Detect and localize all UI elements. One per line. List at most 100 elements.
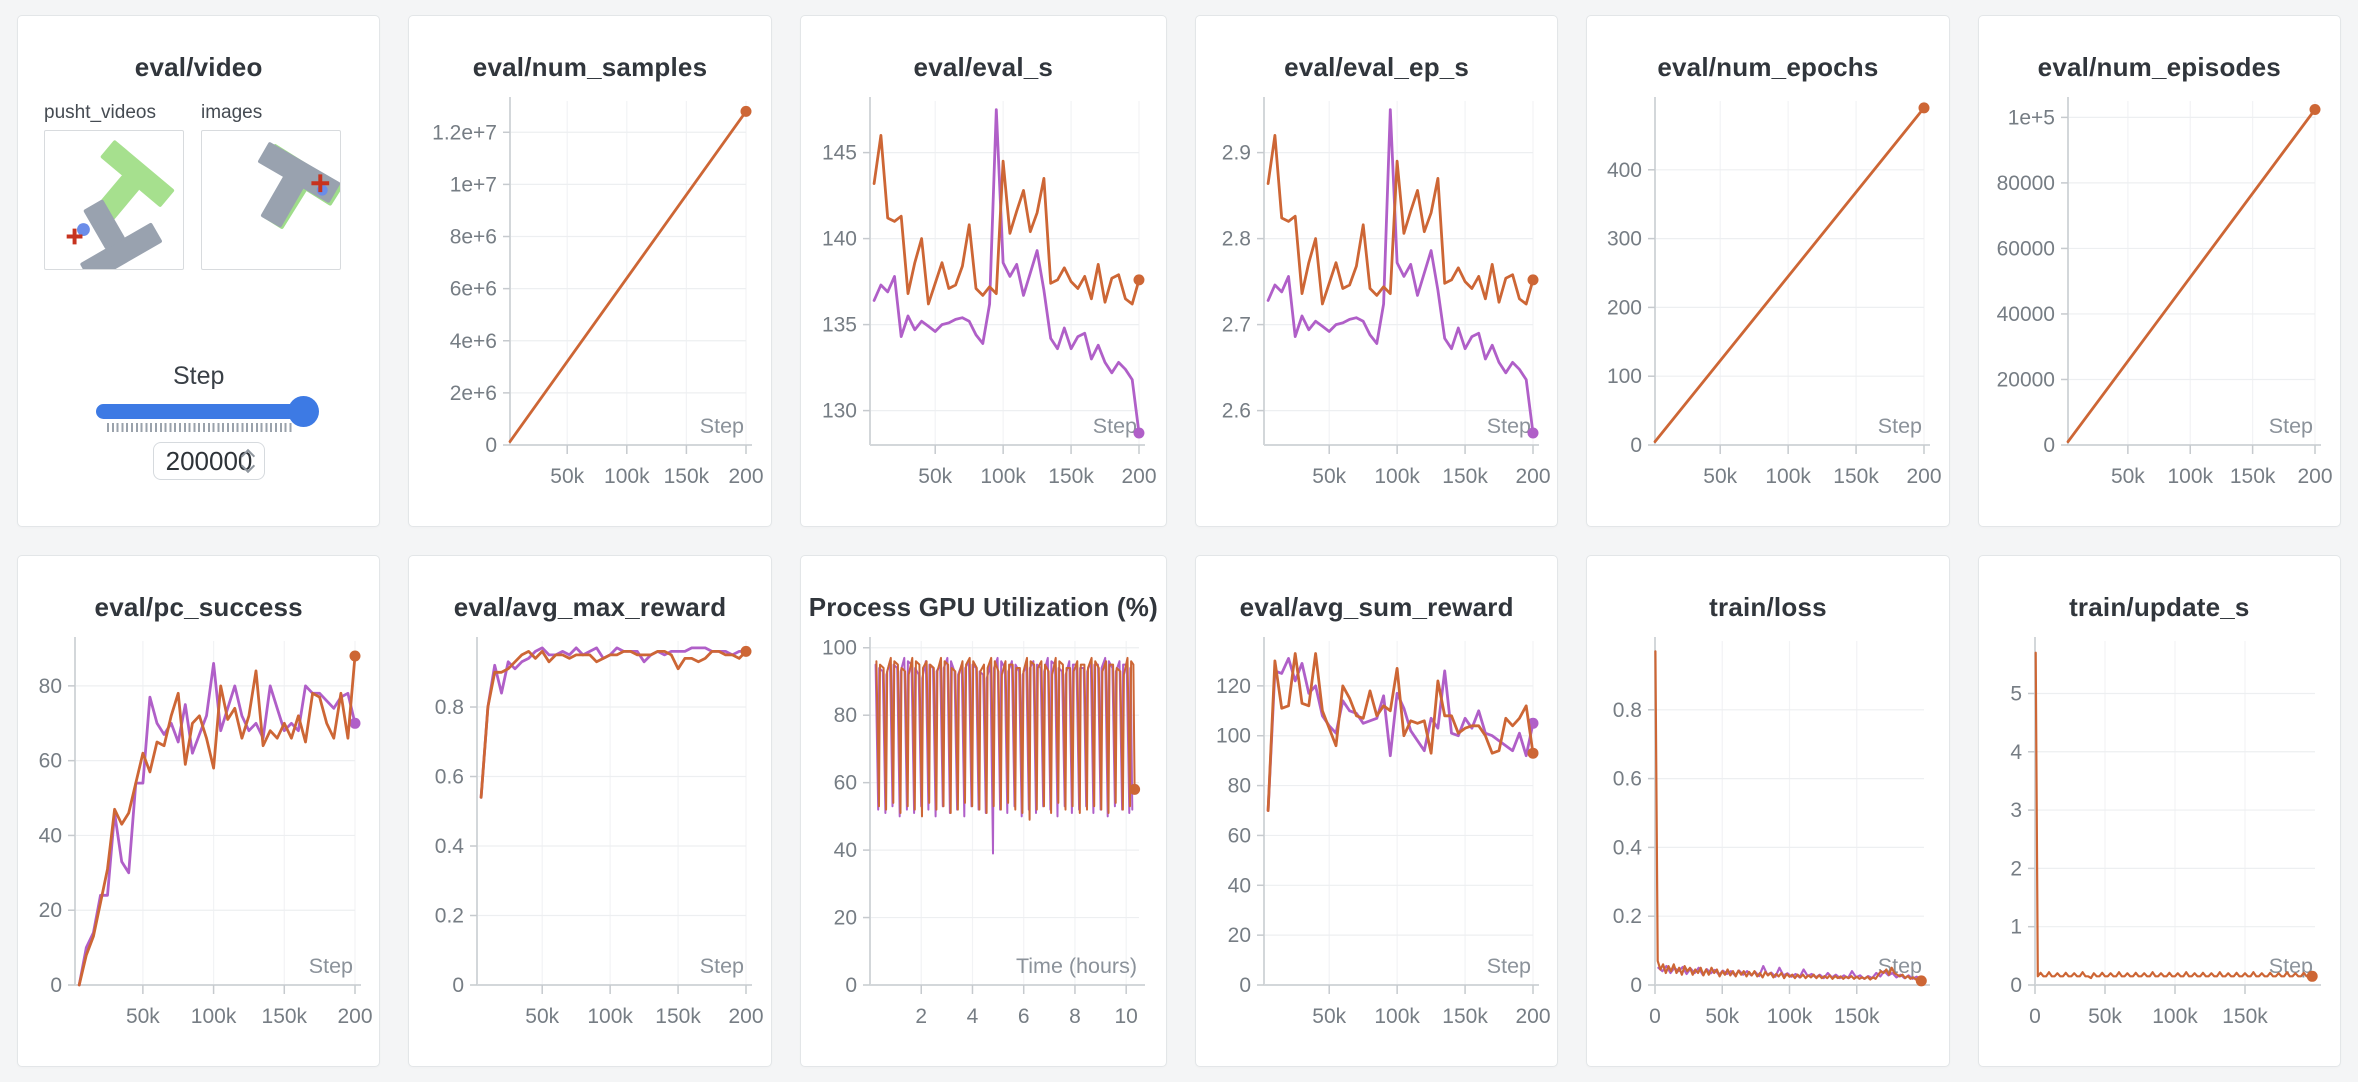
panel-eval-pc-success: eval/pc_success 0 20 40 60 80 50k 100k 150k 200 S… [17, 555, 381, 1067]
video-thumb-label-images: images [201, 102, 263, 123]
chart-canvas-avg-max-reward[interactable]: 0 0.2 0.4 0.6 0.8 50k 100k 150k 200 Step [410, 633, 770, 1033]
series-orange [1654, 650, 1923, 982]
x-tick-label: 50k [1312, 465, 1346, 488]
pusht-scene-icon [66, 140, 175, 269]
panel-eval-num-epochs: eval/num_epochs 0 100 200 300 400 50k 100k 150k… [1586, 15, 1950, 527]
y-tick-label: 5 [2011, 682, 2023, 705]
slider-track[interactable] [96, 404, 306, 419]
y-tick-label: 2.8 [1221, 228, 1250, 251]
chart-canvas-pc-success[interactable]: 0 20 40 60 80 50k 100k 150k 200 Step [19, 633, 379, 1033]
y-tick-label: 400 [1607, 159, 1642, 182]
panel-title: eval/pc_success [94, 592, 303, 622]
series-endpoint-orange [2307, 970, 2319, 982]
y-tick-label: 200 [1607, 296, 1642, 319]
series-purple [873, 108, 1141, 435]
chart-canvas-num-episodes[interactable]: 0 20000 40000 60000 80000 1e+5 50k 100k 150k 200 S… [1979, 93, 2339, 493]
series-purple [1266, 656, 1535, 812]
y-tick-label: 1e+5 [2008, 106, 2055, 129]
number-spinner [240, 448, 256, 474]
series-endpoint-orange [740, 645, 752, 657]
y-tick-label: 130 [822, 400, 857, 423]
x-tick-label: 100k [190, 1005, 236, 1028]
y-tick-label: 0.4 [1613, 836, 1643, 859]
y-tick-label: 0 [1630, 434, 1642, 457]
x-tick-label: 150k [2223, 1005, 2269, 1028]
step-slider-label: Step [172, 362, 225, 390]
series-orange [479, 649, 748, 799]
y-tick-label: 135 [822, 314, 857, 337]
spinner-down-icon[interactable] [240, 458, 256, 474]
y-tick-label: 40 [834, 839, 857, 862]
x-axis-title: Step [1093, 414, 1137, 438]
x-tick-label: 100k [2168, 465, 2214, 488]
y-tick-label: 100 [1216, 725, 1251, 748]
y-tick-label: 0 [50, 974, 62, 997]
y-tick-label: 4e+6 [450, 330, 497, 353]
x-tick-label: 100k [1765, 465, 1811, 488]
y-tick-label: 20000 [1997, 368, 2055, 391]
panel-eval-avg-sum-reward: eval/avg_sum_reward 0 20 40 60 80 100 120 50k 10… [1194, 555, 1559, 1067]
panel-train-loss: train/loss 0 0.2 0.4 0.6 0.8 0 50k 100k 150k Step [1586, 555, 1950, 1067]
x-tick-label: 50k [525, 1005, 559, 1028]
panel-eval-num-samples: eval/num_samples 0 2e+6 4e+6 6e+6 8e+6 1e+7 1.… [408, 15, 772, 527]
series-endpoint-orange [1915, 975, 1927, 987]
y-tick-label: 1 [2011, 916, 2023, 939]
image-thumbnail[interactable] [201, 130, 341, 270]
pusht-image-icon [258, 142, 340, 229]
y-tick-label: 60 [834, 772, 857, 795]
x-tick-label: 10 [1115, 1005, 1138, 1028]
chart-canvas-num-samples[interactable]: 0 2e+6 4e+6 6e+6 8e+6 1e+7 1.2e+7 50k 100k 150k 20… [410, 93, 770, 493]
x-tick-label: 150k [655, 1005, 701, 1028]
y-tick-label: 40 [1227, 874, 1250, 897]
series-orange [1653, 106, 1926, 444]
x-tick-label: 50k [1705, 1005, 1739, 1028]
x-tick-label: 0 [1649, 1005, 1661, 1028]
y-tick-label: 20 [38, 899, 61, 922]
video-thumb-label-pusht: pusht_videos [44, 102, 156, 123]
y-tick-label: 0 [485, 434, 497, 457]
series-endpoint-orange [1527, 274, 1539, 286]
series-orange [1266, 134, 1535, 306]
series-endpoint-orange [1527, 747, 1539, 759]
series-orange [2066, 108, 2317, 444]
chart-canvas-eval-ep-s[interactable]: 2.6 2.7 2.8 2.9 50k 100k 150k 200 Step [1197, 93, 1557, 493]
step-input[interactable]: 200000 [153, 442, 265, 480]
chart-canvas-avg-sum-reward[interactable]: 0 20 40 60 80 100 120 50k 100k 150k 200 Step [1197, 633, 1557, 1033]
x-tick-label: 200 [1906, 465, 1941, 488]
panel-title: Process GPU Utilization (%) [808, 592, 1158, 622]
x-tick-label: 150k [2230, 465, 2276, 488]
x-tick-label: 2 [916, 1005, 928, 1028]
x-axis-title: Step [700, 414, 744, 438]
panel-title: train/loss [1709, 592, 1827, 622]
x-tick-label: 200 [1122, 465, 1157, 488]
y-tick-label: 3 [2011, 799, 2023, 822]
series-endpoint-orange [740, 105, 752, 117]
panel-title: eval/video [134, 52, 263, 82]
panel-title: eval/num_episodes [2037, 52, 2281, 82]
y-tick-label: 60000 [1997, 237, 2055, 260]
y-tick-label: 140 [822, 228, 857, 251]
x-axis-title: Step [1486, 414, 1530, 438]
video-thumbnail-pusht[interactable] [44, 130, 184, 270]
x-tick-label: 100k [587, 1005, 633, 1028]
y-tick-label: 80 [38, 675, 61, 698]
x-tick-label: 50k [126, 1005, 160, 1028]
x-tick-label: 100k [1374, 1005, 1420, 1028]
x-tick-label: 50k [1312, 1005, 1346, 1028]
panel-title: eval/avg_max_reward [453, 592, 727, 622]
x-tick-label: 0 [2029, 1005, 2041, 1028]
chart-canvas-num-epochs[interactable]: 0 100 200 300 400 50k 100k 150k 200 Step [1588, 93, 1948, 493]
y-tick-label: 0 [452, 974, 464, 997]
y-tick-label: 0 [1239, 974, 1251, 997]
x-tick-label: 150k [1049, 465, 1095, 488]
chart-canvas-eval-s[interactable]: 130 135 140 145 50k 100k 150k 200 Step [803, 93, 1163, 493]
chart-canvas-gpu-utilization[interactable]: 0 20 40 60 80 100 2 4 6 8 10 Time (hours) [803, 633, 1163, 1033]
y-tick-label: 0.2 [1613, 905, 1642, 928]
step-slider[interactable] [96, 396, 319, 427]
slider-thumb[interactable] [288, 396, 319, 427]
series-endpoint-purple [1133, 427, 1145, 439]
x-tick-label: 200 [1515, 1005, 1550, 1028]
y-tick-label: 0.8 [1613, 699, 1642, 722]
